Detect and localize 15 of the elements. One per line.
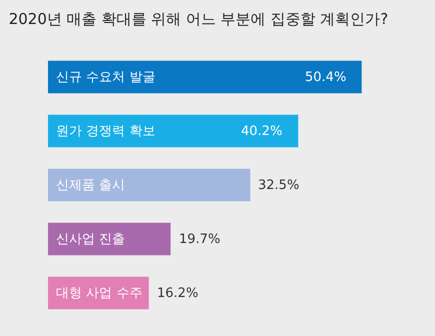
y-tick-label: 신규 수요처 발굴	[56, 70, 156, 85]
data-label: 40.2%	[241, 124, 282, 139]
data-label: 32.5%	[258, 178, 300, 193]
data-label: 50.4%	[305, 70, 346, 85]
data-label: 16.2%	[157, 286, 198, 301]
y-tick-label: 원가 경쟁력 확보	[56, 124, 156, 139]
y-tick-label: 신제품 출시	[56, 178, 126, 193]
data-label: 19.7%	[179, 232, 220, 247]
bar	[48, 222, 171, 256]
bar	[48, 60, 362, 94]
chart-title: 2020년 매출 확대를 위해 어느 부분에 집중할 계획인가?	[8, 10, 388, 28]
bar	[48, 114, 298, 148]
bar	[48, 168, 250, 202]
y-tick-label: 신사업 진출	[56, 232, 126, 247]
y-tick-label: 대형 사업 수주	[56, 286, 142, 301]
